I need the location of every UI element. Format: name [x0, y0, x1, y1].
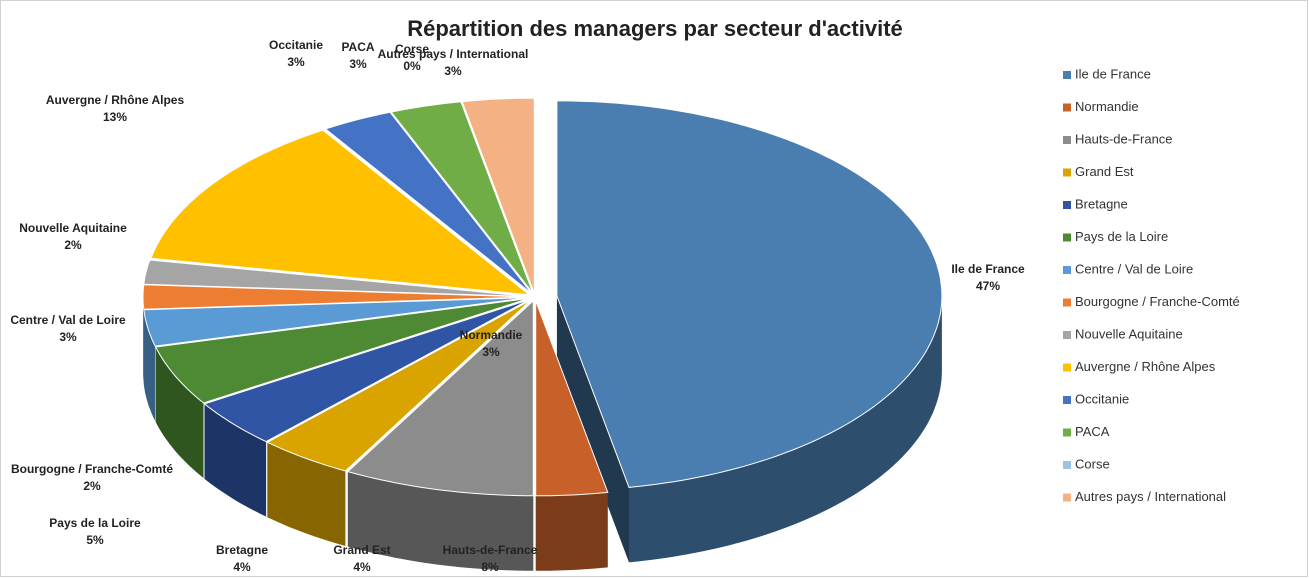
legend-swatch	[1063, 493, 1071, 502]
slice	[143, 259, 529, 297]
walls	[143, 295, 942, 571]
legend-label: Hauts-de-France	[1075, 131, 1173, 146]
data-label-name: Occitanie	[269, 38, 323, 52]
legend-swatch	[1063, 331, 1071, 339]
slice	[324, 111, 533, 294]
data-label-value: 4%	[353, 560, 371, 574]
legend-label: Bretagne	[1075, 196, 1128, 211]
legend-label: Ile de France	[1075, 66, 1151, 81]
data-label-name: Auvergne / Rhône Alpes	[46, 93, 185, 107]
legend-label: Auvergne / Rhône Alpes	[1075, 359, 1216, 374]
slice	[154, 298, 529, 404]
data-label-value: 8%	[481, 560, 499, 574]
data-label-name: Bretagne	[216, 543, 268, 557]
slice	[150, 129, 531, 296]
slice	[203, 299, 530, 443]
data-label-name: Ile de France	[951, 262, 1025, 276]
data-label-value: 2%	[83, 479, 101, 493]
legend-label: Centre / Val de Loire	[1075, 261, 1193, 276]
legend-swatch	[1063, 461, 1071, 469]
legend-swatch	[1063, 168, 1071, 177]
data-label-name: Normandie	[460, 328, 523, 342]
legend-label: Normandie	[1075, 99, 1139, 114]
slice	[142, 284, 529, 310]
data-label-value: 3%	[59, 330, 77, 344]
slice	[535, 300, 609, 497]
data-label-value: 2%	[64, 238, 82, 252]
legend-swatch	[1063, 233, 1071, 242]
data-label-name: Corse	[395, 42, 429, 56]
data-label-value: 3%	[349, 57, 367, 71]
slice-side	[204, 403, 267, 517]
legend-swatch	[1063, 363, 1071, 372]
legend-swatch	[1063, 71, 1071, 79]
data-label-value: 47%	[976, 279, 1000, 293]
legend-swatch	[1063, 428, 1071, 437]
data-label-name: PACA	[341, 40, 374, 54]
data-label-name: Nouvelle Aquitaine	[19, 221, 127, 235]
legend-label: Pays de la Loire	[1075, 229, 1168, 244]
data-label-value: 3%	[287, 55, 305, 69]
data-label-value: 3%	[482, 345, 500, 359]
data-label-value: 0%	[403, 59, 421, 73]
legend-swatch	[1063, 136, 1071, 144]
data-label-value: 3%	[444, 64, 462, 78]
legend-label: Bourgogne / Franche-Comté	[1075, 294, 1240, 309]
legend-label: Nouvelle Aquitaine	[1075, 326, 1183, 341]
legend-label: Corse	[1075, 456, 1110, 471]
legend-swatch	[1063, 396, 1071, 404]
slice-cut	[556, 295, 629, 563]
slice-side	[629, 295, 942, 563]
data-label-value: 4%	[233, 560, 251, 574]
chart-title: Répartition des managers par secteur d'a…	[407, 16, 903, 41]
data-label-name: Centre / Val de Loire	[10, 313, 126, 327]
slice	[266, 299, 532, 472]
legend-swatch	[1063, 266, 1071, 274]
data-label-name: Pays de la Loire	[49, 516, 141, 530]
slice-side	[143, 309, 156, 422]
slice	[460, 101, 535, 294]
slice-side	[535, 492, 608, 571]
legend-swatch	[1063, 103, 1071, 112]
data-label-value: 5%	[86, 533, 104, 547]
legend-swatch	[1063, 201, 1071, 209]
data-label-value: 13%	[103, 110, 127, 124]
legend-label: Grand Est	[1075, 164, 1134, 179]
legend-label: PACA	[1075, 424, 1110, 439]
slice	[556, 100, 943, 488]
slice-side	[143, 297, 144, 385]
legend-label: Occitanie	[1075, 391, 1129, 406]
slice-side	[155, 347, 204, 478]
slice	[461, 97, 535, 294]
data-label-name: Hauts-de-France	[443, 543, 538, 557]
legend-swatch	[1063, 298, 1071, 307]
tops	[142, 97, 943, 497]
data-label-name: Bourgogne / Franche-Comté	[11, 462, 173, 476]
data-label-name: Autres pays / International	[378, 47, 529, 61]
legend-label: Autres pays / International	[1075, 489, 1226, 504]
slice	[390, 101, 534, 294]
data-label-name: Grand Est	[333, 543, 390, 557]
slice-side	[267, 442, 346, 546]
slice	[143, 297, 529, 347]
slice-side	[347, 471, 534, 571]
slice	[346, 299, 534, 497]
